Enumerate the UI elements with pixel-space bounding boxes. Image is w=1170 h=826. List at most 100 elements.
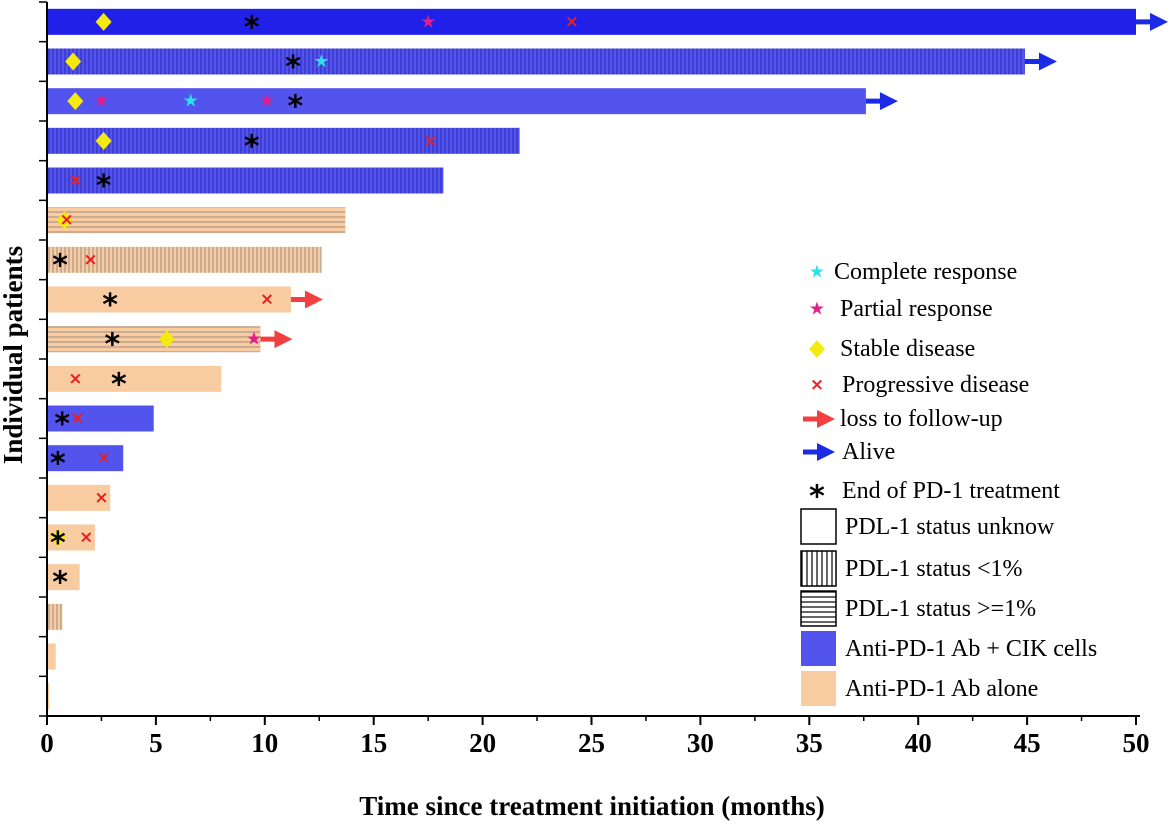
legend-item-anti-pd1-cik: Anti-PD-1 Ab + CIK cells	[801, 631, 1097, 666]
event-progressive-disease-p7-2: ×	[83, 250, 97, 270]
legend-label-partial-response: Partial response	[840, 296, 993, 322]
legend-label-anti-pd1-cik: Anti-PD-1 Ab + CIK cells	[845, 636, 1097, 662]
legend-item-alive: Alive	[803, 439, 895, 465]
loss-to-followup-arrow-8	[304, 290, 323, 309]
event-end-of-treatment-p8-1: *	[102, 288, 118, 323]
alive-arrow-2	[1038, 52, 1057, 71]
event-progressive-disease-p8-2: ×	[260, 290, 274, 310]
event-end-of-treatment-p10-2: *	[111, 367, 127, 402]
legend-item-stable-disease: Stable disease	[809, 336, 975, 362]
legend: ★ Complete response ★ Partial response Stabl…	[800, 259, 1097, 706]
bars-layer	[47, 8, 1136, 710]
legend-swatch-anti-pd1-alone	[801, 671, 836, 706]
x-tick-label-30: 30	[687, 728, 714, 758]
legend-label-pdl1-ge1: PDL-1 status >=1%	[845, 596, 1036, 622]
x-tick-label-15: 15	[360, 728, 387, 758]
event-progressive-disease-p14-3: ×	[79, 528, 93, 548]
legend-swatch-pdl1-ge1	[800, 590, 837, 627]
patient-bar-8	[47, 286, 291, 313]
event-partial-response-p3-2: ★	[93, 91, 109, 112]
legend-item-partial-response: ★ Partial response	[809, 296, 993, 322]
event-stable-disease-p6-1	[56, 211, 73, 230]
legend-label-anti-pd1-alone: Anti-PD-1 Ab alone	[845, 676, 1038, 702]
patient-bar-13	[47, 484, 111, 511]
event-end-of-treatment-p11-1: *	[54, 407, 70, 442]
x-tick-label-45: 45	[1014, 728, 1041, 758]
legend-symbol-progressive-disease: ×	[810, 375, 824, 395]
event-end-of-treatment-p4-2: *	[244, 129, 260, 164]
legend-symbol-stable-disease	[809, 340, 825, 358]
event-partial-response-p9-3: ★	[246, 329, 262, 350]
patient-bar-1	[47, 8, 1136, 35]
legend-symbol-loss-to-followup	[817, 410, 835, 428]
patient-bar-2	[47, 48, 1025, 75]
y-axis-title: Individual patients	[0, 246, 28, 464]
patient-bar-16	[47, 603, 63, 630]
event-stable-disease-p2-1	[65, 52, 82, 71]
legend-symbol-complete-response: ★	[809, 262, 825, 283]
event-progressive-disease-p1-4: ×	[565, 12, 579, 32]
x-tick-label-0: 0	[40, 728, 54, 758]
legend-item-progressive-disease: × Progressive disease	[810, 372, 1029, 398]
legend-symbol-partial-response: ★	[809, 299, 825, 320]
event-end-of-treatment-p14-2: *	[50, 526, 66, 561]
event-end-of-treatment-p12-1: *	[50, 447, 66, 482]
x-tick-label-20: 20	[469, 728, 496, 758]
event-stable-disease-p3-1	[67, 92, 84, 111]
event-end-of-treatment-p2-2: *	[285, 50, 301, 85]
x-tick-label-50: 50	[1123, 728, 1150, 758]
event-progressive-disease-p12-2: ×	[97, 448, 111, 468]
event-partial-response-p1-3: ★	[420, 11, 436, 32]
x-tick-label-35: 35	[796, 728, 823, 758]
patient-bar-5	[47, 167, 444, 194]
event-progressive-disease-p13-1: ×	[94, 488, 108, 508]
legend-symbol-alive	[817, 443, 835, 461]
legend-item-complete-response: ★ Complete response	[809, 259, 1017, 285]
event-progressive-disease-p11-2: ×	[70, 409, 84, 429]
x-axis-title: Time since treatment initiation (months)	[359, 791, 824, 821]
event-stable-disease-p9-2	[158, 330, 175, 349]
event-stable-disease-p14-1	[49, 528, 66, 547]
patient-bar-10	[47, 365, 222, 392]
event-stable-disease-p1-1	[95, 12, 112, 31]
legend-label-pdl1-unknown: PDL-1 status unknow	[845, 514, 1055, 540]
x-tick-label-40: 40	[905, 728, 932, 758]
alive-arrow-3	[879, 92, 898, 111]
legend-label-end-of-treatment: End of PD-1 treatment	[842, 478, 1060, 504]
legend-label-loss-to-followup: loss to follow-up	[840, 406, 1003, 432]
patient-bar-18	[47, 683, 50, 710]
patient-bar-9	[47, 326, 261, 353]
axes: 0 5 10 15 20 25 30 35 40 45 50	[39, 1, 1150, 758]
patient-bar-11	[47, 405, 154, 432]
patient-bar-17	[47, 643, 56, 670]
x-tick-label-10: 10	[251, 728, 278, 758]
event-complete-response-p3-3: ★	[183, 91, 199, 112]
loss-to-followup-arrow-9	[274, 330, 293, 349]
legend-label-alive: Alive	[842, 439, 895, 465]
legend-label-pdl1-lt1: PDL-1 status <1%	[845, 556, 1023, 582]
legend-label-stable-disease: Stable disease	[840, 336, 975, 362]
patient-bar-7	[47, 246, 322, 273]
event-end-of-treatment-p7-1: *	[52, 248, 68, 283]
legend-item-anti-pd1-alone: Anti-PD-1 Ab alone	[801, 671, 1038, 706]
event-stable-disease-p4-1	[95, 131, 112, 150]
legend-swatch-pdl1-unknown	[800, 508, 837, 545]
legend-symbol-end-of-treatment: *	[809, 480, 825, 515]
event-end-of-treatment-p5-2: *	[96, 169, 112, 204]
legend-swatch-pdl1-lt1	[800, 550, 837, 587]
patient-bar-15	[47, 564, 80, 591]
patient-bar-12	[47, 445, 124, 472]
legend-item-pdl1-unknown: PDL-1 status unknow	[800, 508, 1055, 545]
legend-item-pdl1-ge1: PDL-1 status >=1%	[800, 590, 1036, 627]
event-progressive-disease-p10-1: ×	[68, 369, 82, 389]
event-progressive-disease-p5-1: ×	[68, 171, 82, 191]
legend-item-end-of-treatment: * End of PD-1 treatment	[809, 478, 1060, 515]
patient-bar-6	[47, 207, 346, 234]
legend-item-pdl1-lt1: PDL-1 status <1%	[800, 550, 1023, 587]
event-progressive-disease-p4-3: ×	[423, 131, 437, 151]
event-partial-response-p3-4: ★	[259, 91, 275, 112]
patient-bar-3	[47, 88, 866, 115]
alive-arrow-1	[1150, 12, 1168, 31]
event-end-of-treatment-p9-1: *	[104, 328, 120, 363]
legend-label-progressive-disease: Progressive disease	[842, 372, 1029, 398]
